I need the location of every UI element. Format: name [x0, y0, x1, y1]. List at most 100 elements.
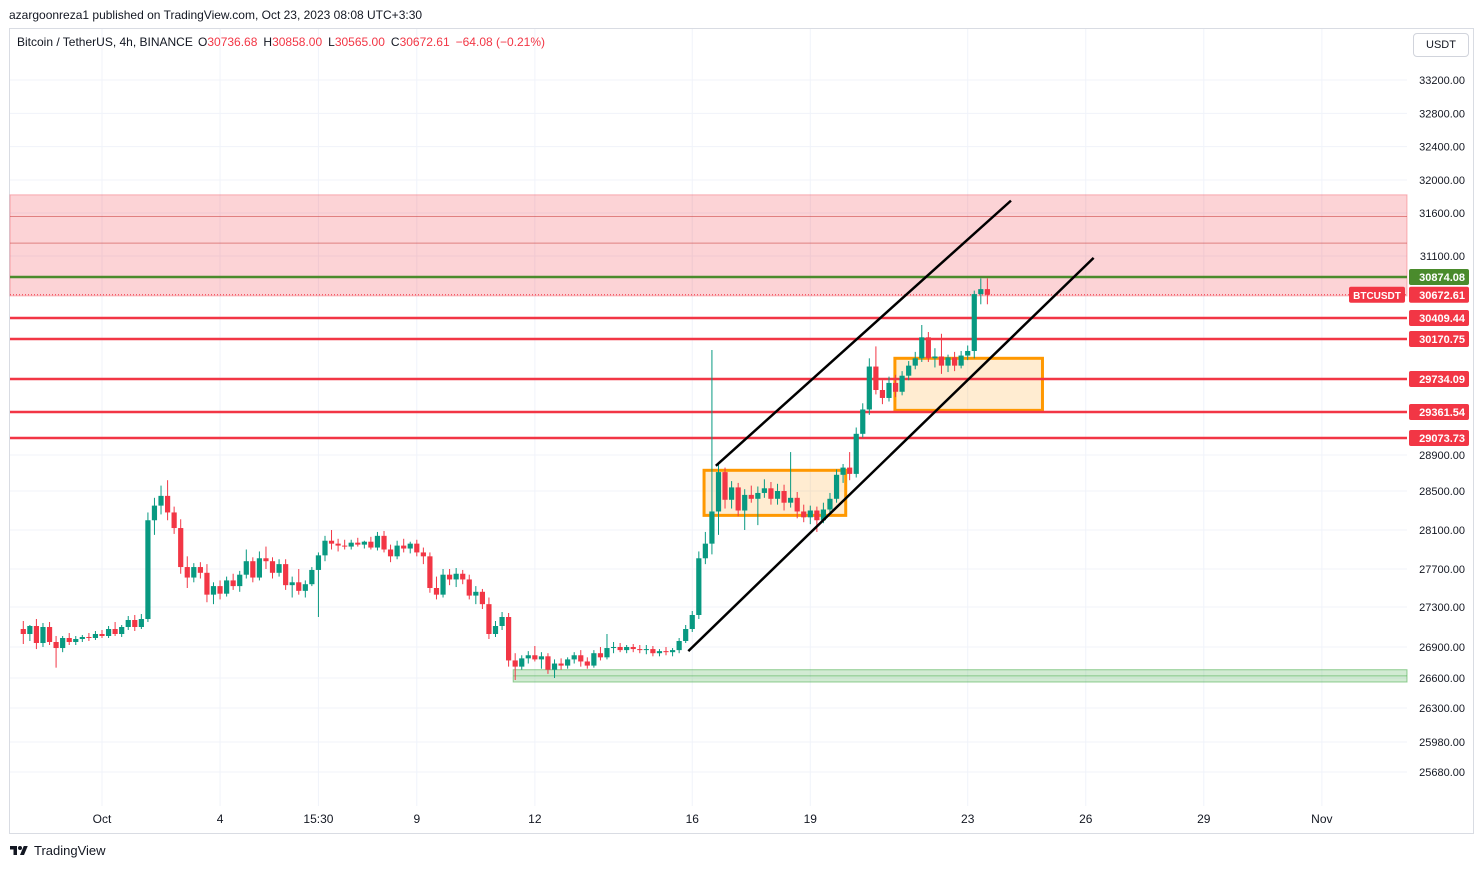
publish-info: azargoonreza1 published on TradingView.c…: [9, 8, 423, 22]
price-tick-label: 32000.00: [1419, 175, 1465, 187]
candle-body: [473, 591, 479, 596]
candle-body: [125, 620, 131, 627]
zones: [9, 194, 1408, 683]
brand-name: TradingView: [34, 843, 106, 858]
candle-body: [394, 545, 400, 557]
channel-trendline[interactable]: [715, 199, 1012, 467]
price-badge: [1409, 371, 1469, 387]
price-badge: [1409, 430, 1469, 446]
chart-frame: [9, 28, 1474, 834]
candles: [20, 278, 990, 680]
time-tick-label: Nov: [1311, 812, 1332, 826]
candle-body: [151, 505, 158, 521]
candle-body: [446, 574, 453, 580]
consolidation-box: [893, 356, 1044, 412]
candle-body: [381, 535, 387, 550]
candle-body: [709, 511, 715, 544]
candle-body: [256, 558, 262, 578]
candle-body: [112, 629, 118, 634]
candle-body: [237, 574, 243, 587]
candle-body: [840, 467, 846, 475]
candle-body: [119, 627, 125, 634]
candle-body: [617, 647, 623, 651]
price-tick-label: 31600.00: [1419, 208, 1465, 220]
time-tick-label: 4: [217, 812, 224, 826]
candle-body: [565, 659, 571, 666]
low-value: 30565.00: [335, 35, 385, 49]
candle-body: [847, 467, 853, 474]
candle-body: [768, 488, 774, 499]
chart-grid: [10, 29, 1407, 806]
candle-body: [781, 491, 787, 503]
candle-body: [984, 289, 990, 295]
candle-body: [427, 556, 433, 588]
price-tick-label: 27700.00: [1419, 564, 1465, 576]
candle-body: [597, 653, 604, 658]
currency-button[interactable]: USDT: [1413, 33, 1469, 57]
candle-body: [689, 615, 695, 629]
candle-body: [387, 549, 394, 557]
drawings: [687, 199, 1095, 653]
candle-body: [73, 639, 79, 642]
candle-body: [269, 561, 276, 573]
candle-body: [296, 582, 302, 591]
price-badge-label: 29734.09: [1419, 374, 1465, 386]
candle-body: [919, 337, 925, 359]
candle-body: [138, 619, 144, 627]
candle-body: [309, 569, 315, 585]
candle-body: [676, 641, 682, 651]
candle-body: [460, 573, 466, 580]
price-tick-label: 25980.00: [1419, 737, 1465, 749]
candle-body: [79, 637, 85, 639]
candle-body: [958, 355, 964, 366]
candle-body: [328, 540, 335, 544]
candle-body: [525, 655, 531, 659]
candle-body: [210, 586, 217, 595]
candle-body: [814, 510, 820, 521]
candle-body: [27, 626, 33, 634]
candle-body: [289, 582, 295, 586]
candle-body: [951, 357, 958, 366]
price-badge-label: 29073.73: [1419, 433, 1465, 445]
price-badge-label: 30409.44: [1419, 313, 1466, 325]
candle-body: [551, 663, 558, 670]
candle-body: [591, 653, 597, 666]
price-tick-label: 32800.00: [1419, 108, 1465, 120]
candle-body: [302, 584, 308, 591]
candle-body: [788, 497, 794, 503]
candle-body: [60, 638, 66, 649]
resistance-zone: [9, 194, 1408, 297]
time-tick-label: 12: [528, 812, 542, 826]
consolidation-box: [702, 468, 848, 517]
channel-trendline[interactable]: [687, 256, 1095, 653]
candle-body: [171, 512, 177, 529]
candle-body: [283, 564, 289, 586]
candle-body: [637, 649, 643, 651]
candle-body: [978, 289, 984, 295]
candle-body: [230, 580, 236, 587]
price-tick-label: 26900.00: [1419, 642, 1465, 654]
time-tick-label: 19: [804, 812, 818, 826]
price-badge-label: 30874.08: [1419, 272, 1465, 284]
candle-body: [643, 649, 649, 651]
candle-body: [735, 487, 741, 511]
candle-body: [715, 472, 722, 512]
candle-body: [433, 588, 440, 595]
candle-body: [774, 491, 781, 499]
candle-body: [368, 541, 374, 548]
candle-body: [696, 558, 702, 615]
open-label: O: [198, 35, 207, 49]
price-tick-label: 28100.00: [1419, 525, 1465, 537]
candle-body: [794, 497, 800, 512]
candle-body: [414, 543, 420, 553]
candle-body: [204, 572, 210, 595]
candle-body: [158, 495, 164, 506]
candle-body: [683, 629, 689, 641]
candle-body: [512, 660, 518, 667]
candle-body: [53, 642, 59, 649]
candle-body: [355, 542, 361, 545]
candle-body: [132, 620, 138, 627]
time-tick-label: 9: [413, 812, 420, 826]
ohlc-values: O30736.68 H30858.00 L30565.00 C30672.61 −64.…: [198, 35, 545, 49]
